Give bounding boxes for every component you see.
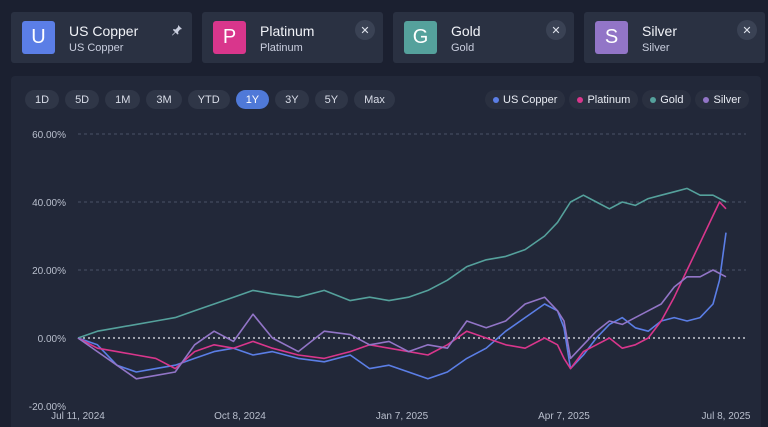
range-3m-button[interactable]: 3M [146, 90, 182, 109]
range-1y-button[interactable]: 1Y [235, 90, 270, 109]
x-tick-label: Jan 7, 2025 [376, 411, 429, 422]
card-subtitle: Platinum [260, 42, 303, 54]
instrument-card-platinum[interactable]: P Platinum Platinum ✕ [202, 12, 383, 63]
range-max-button[interactable]: Max [354, 90, 395, 109]
x-tick-label: Jul 11, 2024 [51, 411, 105, 422]
legend-item-silver[interactable]: Silver [695, 90, 749, 109]
pin-icon[interactable] [168, 21, 186, 39]
range-1d-button[interactable]: 1D [25, 90, 60, 109]
card-subtitle: Silver [642, 42, 670, 54]
platinum-avatar: P [213, 21, 246, 54]
x-tick-label: Oct 8, 2024 [214, 411, 266, 422]
x-tick-label: Jul 8, 2025 [702, 411, 751, 422]
close-icon[interactable]: ✕ [737, 20, 757, 40]
silver-avatar: S [595, 21, 628, 54]
card-subtitle: Gold [451, 42, 475, 54]
legend-dot [577, 96, 584, 103]
card-title: Silver [642, 23, 678, 39]
series-line-silver [77, 269, 727, 380]
legend-label: Silver [713, 93, 741, 106]
legend-label: US Copper [503, 93, 558, 106]
legend-item-gold[interactable]: Gold [642, 90, 692, 109]
instrument-card-silver[interactable]: S Silver Silver ✕ [584, 12, 765, 63]
legend-item-platinum[interactable]: Platinum [569, 90, 639, 109]
legend-label: Gold [660, 93, 684, 106]
range-5d-button[interactable]: 5D [65, 90, 100, 109]
close-icon[interactable]: ✕ [546, 20, 566, 40]
instrument-cards: U US Copper US Copper P Platinum Platinu… [0, 0, 768, 72]
range-1m-button[interactable]: 1M [105, 90, 141, 109]
series-line-gold [77, 187, 727, 339]
y-tick-label: 0.00% [38, 334, 66, 345]
card-title: Platinum [260, 23, 315, 39]
range-ytd-button[interactable]: YTD [187, 90, 230, 109]
legend-dot [703, 96, 710, 103]
x-tick-label: Apr 7, 2025 [538, 411, 590, 422]
range-5y-button[interactable]: 5Y [314, 90, 349, 109]
instrument-card-gold[interactable]: G Gold Gold ✕ [393, 12, 574, 63]
us-copper-avatar: U [22, 21, 55, 54]
y-tick-label: 60.00% [32, 130, 66, 141]
series-line-platinum [77, 201, 727, 370]
close-icon[interactable]: ✕ [355, 20, 375, 40]
y-tick-label: -20.00% [29, 402, 66, 413]
card-title: Gold [451, 23, 481, 39]
legend-dot [493, 96, 500, 103]
instrument-card-us-copper[interactable]: U US Copper US Copper [11, 12, 192, 63]
y-tick-label: 40.00% [32, 198, 66, 209]
series-line-us-copper [77, 232, 727, 380]
range-selector: 1D 5D 1M 3M YTD 1Y 3Y 5Y Max [25, 90, 395, 109]
chart-legend: US Copper Platinum Gold Silver [485, 90, 749, 109]
card-subtitle: US Copper [69, 42, 124, 54]
legend-item-us-copper[interactable]: US Copper [485, 90, 566, 109]
legend-dot [650, 96, 657, 103]
legend-label: Platinum [587, 93, 631, 106]
range-3y-button[interactable]: 3Y [275, 90, 309, 109]
card-title: US Copper [69, 23, 139, 39]
y-tick-label: 20.00% [32, 266, 66, 277]
gold-avatar: G [404, 21, 437, 54]
